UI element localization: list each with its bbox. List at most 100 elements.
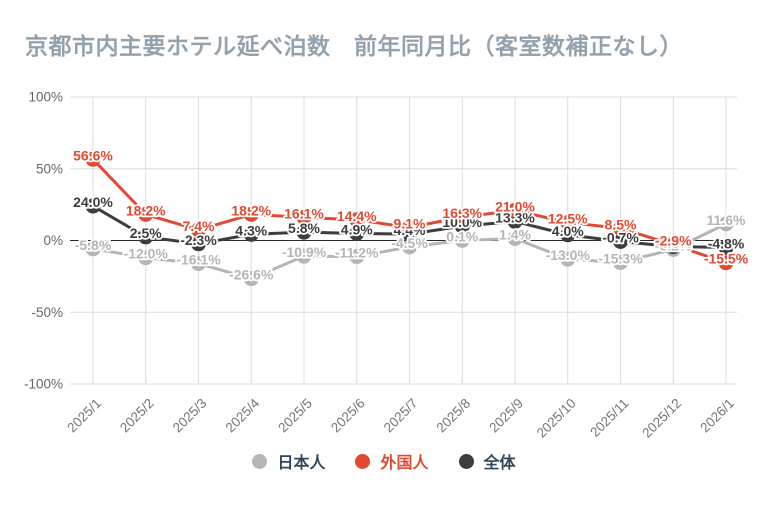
data-label: -15.3% (598, 250, 643, 266)
data-label: 10.0% (442, 214, 482, 230)
data-point-marker (191, 222, 206, 238)
data-point-marker (138, 250, 154, 266)
x-tick-label: 2026/1 (697, 396, 737, 436)
data-label: -0.7% (602, 230, 639, 246)
data-point-marker (718, 239, 734, 255)
data-label: -11.2% (335, 245, 379, 261)
data-label: 4.0% (552, 223, 584, 239)
data-point-marker (560, 227, 576, 243)
x-tick-label: 2025/12 (639, 396, 684, 441)
data-point-marker (507, 213, 523, 229)
legend-label-foreigner: 外国人 (380, 455, 429, 472)
data-label: -12.0% (124, 246, 169, 262)
data-point-marker (454, 232, 470, 248)
x-tick-label: 2025/2 (117, 396, 157, 436)
data-point-marker (613, 234, 628, 250)
data-label: 5.8% (288, 220, 320, 236)
y-tick-label: -100% (24, 377, 63, 392)
data-point-marker (85, 241, 101, 257)
data-point-marker (718, 255, 734, 271)
legend-dot-foreigner (355, 453, 371, 469)
data-label: 7.4% (183, 218, 215, 234)
data-label: 16.3% (442, 205, 482, 221)
data-point-marker (560, 251, 576, 267)
data-point-marker (243, 206, 259, 222)
legend-item-foreigner: 外国人 (355, 449, 429, 473)
data-label: 13.3% (495, 209, 535, 225)
y-tick-label: 50% (36, 161, 63, 176)
chart-legend: 日本人 外国人 全体 (0, 446, 768, 476)
data-label: 2.5% (130, 225, 162, 241)
data-label: 21.0% (495, 198, 535, 214)
data-label: -4.3% (655, 235, 692, 251)
data-label: 16.1% (284, 205, 324, 221)
legend-dot-total (458, 453, 474, 469)
data-point-marker (85, 198, 101, 214)
data-label: 12.5% (548, 211, 588, 227)
data-point-marker (402, 239, 417, 255)
data-point-marker (296, 224, 312, 240)
y-tick-label: -50% (31, 305, 63, 320)
data-label: 11.6% (707, 212, 746, 228)
data-label: -2.3% (180, 232, 217, 248)
legend-label-total: 全体 (483, 455, 516, 472)
data-point-marker (349, 212, 365, 228)
data-label: -5.8% (75, 237, 112, 253)
data-label: 56.6% (73, 147, 113, 163)
data-label: 18.2% (231, 202, 271, 218)
data-point-marker (454, 209, 470, 225)
data-label: -10.9% (282, 244, 327, 260)
data-label: -16.1% (176, 252, 221, 268)
x-tick-label: 2025/5 (275, 396, 315, 436)
data-point-marker (191, 236, 206, 252)
x-tick-label: 2025/8 (434, 396, 474, 436)
data-label: 8.5% (605, 216, 637, 232)
x-tick-label: 2025/6 (328, 396, 368, 436)
data-label: -26.6% (229, 267, 274, 283)
data-point-marker (613, 220, 628, 236)
data-point-marker (349, 225, 365, 241)
x-tick-label: 2025/3 (170, 396, 210, 436)
x-tick-label: 2025/9 (486, 396, 526, 436)
legend-item-total: 全体 (458, 449, 516, 473)
data-label: 24.0% (73, 194, 113, 210)
data-label: -4.8% (708, 235, 745, 251)
data-label: 4.4% (394, 222, 426, 238)
data-point-marker (613, 254, 628, 270)
data-label: -4.5% (391, 235, 428, 251)
x-tick-label: 2025/11 (587, 396, 631, 440)
data-point-marker (560, 215, 576, 231)
data-point-marker (665, 237, 681, 253)
data-point-marker (402, 219, 417, 235)
data-label: 1.4% (499, 226, 531, 242)
y-tick-label: 100% (28, 90, 63, 105)
data-label: 9.1% (394, 215, 426, 231)
data-label: 14.4% (337, 208, 377, 224)
data-point-marker (718, 216, 734, 232)
y-tick-label: 0% (43, 233, 63, 248)
data-point-marker (349, 249, 365, 265)
data-point-marker (507, 230, 523, 246)
data-point-marker (85, 151, 101, 167)
chart-title: 京都市内主要ホテル延べ泊数 前年同月比（客室数補正なし） (25, 33, 683, 59)
legend-item-japanese: 日本人 (252, 449, 325, 473)
data-point-marker (138, 229, 154, 245)
data-point-marker (296, 209, 312, 225)
x-tick-label: 2025/7 (381, 396, 421, 436)
legend-dot-japanese (252, 453, 268, 469)
data-label: 4.9% (341, 221, 373, 237)
data-point-marker (296, 248, 312, 264)
data-point-marker (243, 226, 259, 242)
data-label: 18.2% (126, 202, 166, 218)
data-label: -13.0% (546, 247, 591, 263)
data-label: -2.9% (655, 233, 692, 249)
data-label: 4.3% (235, 222, 267, 238)
data-point-marker (243, 271, 259, 287)
data-label: -15.5% (704, 251, 749, 267)
data-point-marker (507, 202, 523, 218)
data-point-marker (191, 256, 206, 272)
x-tick-label: 2025/4 (223, 395, 263, 435)
data-label: -6.2% (655, 237, 692, 253)
